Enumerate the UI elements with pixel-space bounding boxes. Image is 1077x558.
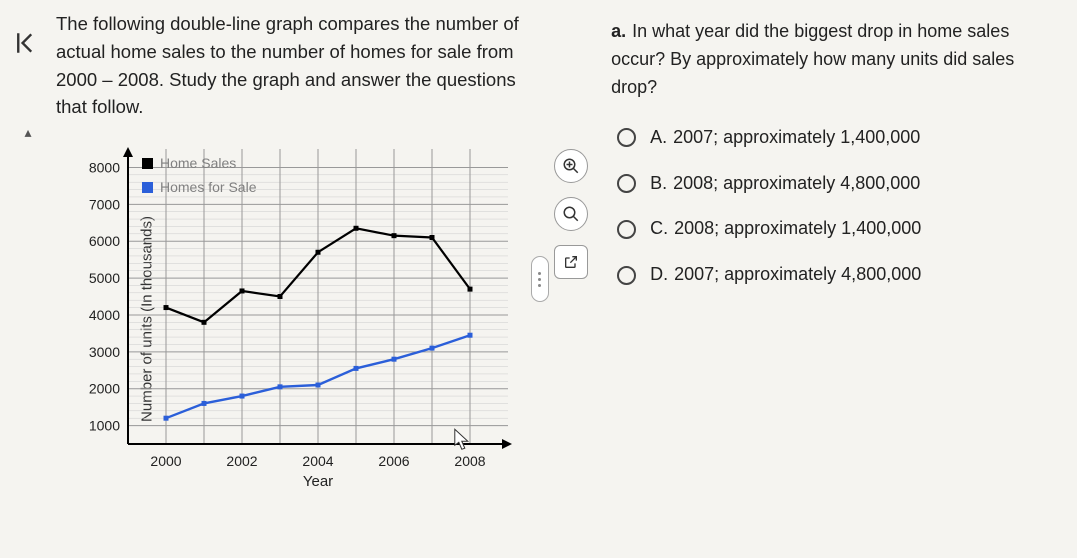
svg-text:2000: 2000 xyxy=(89,381,120,397)
line-chart: Number of units (In thousands) 100020003… xyxy=(68,139,528,499)
radio-icon xyxy=(617,266,636,285)
svg-text:1000: 1000 xyxy=(89,418,120,434)
svg-text:Year: Year xyxy=(303,473,333,490)
option-text: C.2008; approximately 1,400,000 xyxy=(650,215,921,243)
radio-icon xyxy=(617,128,636,147)
scroll-up-icon[interactable]: ▴ xyxy=(18,122,38,142)
svg-text:Home Sales: Home Sales xyxy=(160,155,236,171)
answer-option[interactable]: B.2008; approximately 4,800,000 xyxy=(617,170,1059,198)
option-text: B.2008; approximately 4,800,000 xyxy=(650,170,920,198)
zoom-out-button[interactable] xyxy=(554,197,588,231)
svg-text:3000: 3000 xyxy=(89,344,120,360)
answer-option[interactable]: C.2008; approximately 1,400,000 xyxy=(617,215,1059,243)
svg-text:5000: 5000 xyxy=(89,270,120,286)
svg-text:2000: 2000 xyxy=(150,453,181,469)
radio-icon xyxy=(617,220,636,239)
problem-prompt: The following double-line graph compares… xyxy=(56,10,551,121)
pane-divider-handle[interactable] xyxy=(531,256,549,302)
svg-text:2004: 2004 xyxy=(302,453,333,469)
answer-option[interactable]: D.2007; approximately 4,800,000 xyxy=(617,261,1059,289)
popout-button[interactable] xyxy=(554,245,588,279)
svg-text:2006: 2006 xyxy=(378,453,409,469)
zoom-in-button[interactable] xyxy=(554,149,588,183)
question-label: a. xyxy=(611,21,626,41)
radio-icon xyxy=(617,174,636,193)
question-body: In what year did the biggest drop in hom… xyxy=(611,21,1014,97)
option-text: D.2007; approximately 4,800,000 xyxy=(650,261,921,289)
option-text: A.2007; approximately 1,400,000 xyxy=(650,124,920,152)
svg-text:6000: 6000 xyxy=(89,233,120,249)
back-button[interactable] xyxy=(9,24,47,62)
svg-text:7000: 7000 xyxy=(89,196,120,212)
answer-options: A.2007; approximately 1,400,000 B.2008; a… xyxy=(611,124,1059,290)
svg-text:Homes for Sale: Homes for Sale xyxy=(160,179,257,195)
question-text: a.In what year did the biggest drop in h… xyxy=(611,18,1059,102)
svg-text:4000: 4000 xyxy=(89,307,120,323)
svg-text:8000: 8000 xyxy=(89,159,120,175)
svg-text:2008: 2008 xyxy=(454,453,485,469)
svg-text:2002: 2002 xyxy=(226,453,257,469)
answer-option[interactable]: A.2007; approximately 1,400,000 xyxy=(617,124,1059,152)
